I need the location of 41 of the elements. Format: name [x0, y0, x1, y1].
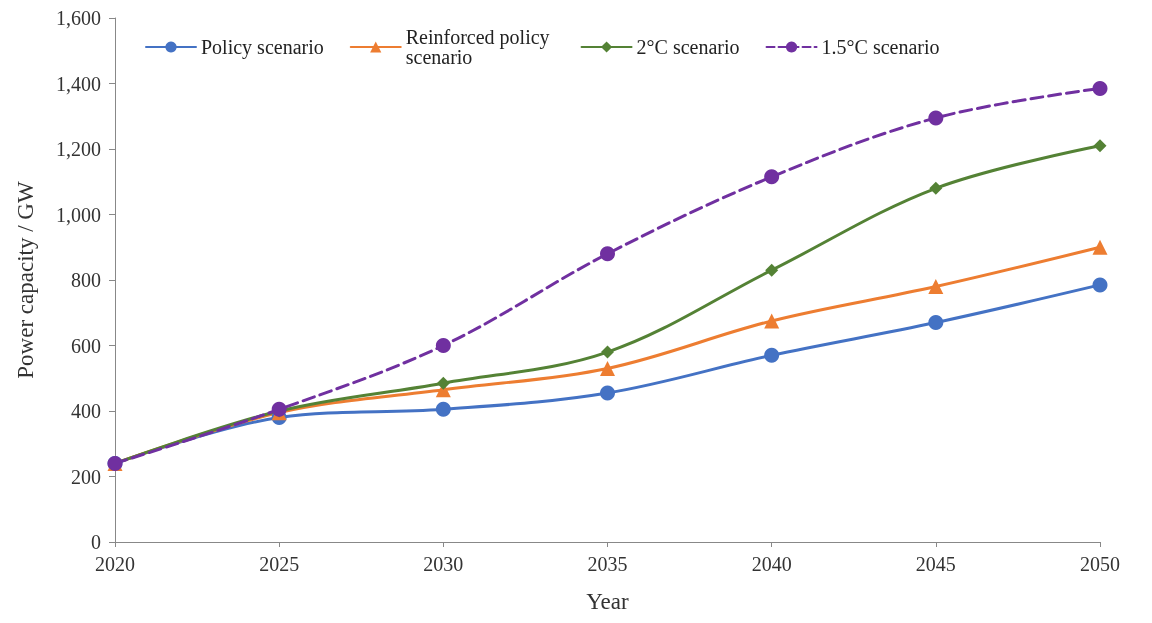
- y-tick-label: 200: [71, 465, 101, 488]
- x-tick-label: 2050: [1080, 553, 1120, 575]
- point: [928, 315, 944, 331]
- point: [765, 263, 779, 277]
- x-tick-label: 2045: [915, 553, 956, 575]
- point: [764, 347, 780, 363]
- y-axis-title: Power capacity / GW: [13, 181, 38, 379]
- y-tick-label: 800: [71, 269, 101, 291]
- point: [600, 246, 615, 262]
- legend-label: 1.5°C scenario: [821, 36, 940, 58]
- legend-label: 2°C scenario: [636, 36, 740, 58]
- x-tick-label: 2020: [95, 553, 135, 575]
- x-tick-label: 2025: [259, 553, 300, 575]
- point: [928, 279, 944, 295]
- x-axis-title: Year: [586, 589, 630, 614]
- point: [764, 169, 780, 185]
- y-tick-label: 1,600: [56, 7, 101, 29]
- point: [764, 313, 780, 329]
- y-tick-label: 400: [71, 400, 101, 422]
- y-tick-label: 1,400: [56, 72, 101, 95]
- point: [435, 401, 451, 417]
- point: [436, 376, 450, 390]
- point: [1093, 139, 1107, 153]
- point: [929, 181, 943, 195]
- point: [1092, 80, 1108, 96]
- x-tick-label: 2030: [423, 553, 464, 575]
- point: [1092, 239, 1108, 255]
- y-tick-label: 1,200: [56, 138, 101, 160]
- point: [601, 345, 614, 359]
- point: [600, 385, 615, 401]
- x-tick-label: 2035: [587, 553, 628, 575]
- point: [928, 110, 944, 126]
- point: [600, 360, 615, 376]
- legend-label: Reinforced policy scenario: [405, 26, 555, 68]
- point: [435, 338, 451, 353]
- y-tick-label: 1,000: [56, 203, 101, 226]
- point: [1092, 277, 1108, 293]
- y-tick-label: 600: [71, 334, 101, 357]
- x-tick-label: 2040: [751, 553, 792, 575]
- legend-label: Policy scenario: [201, 36, 324, 59]
- y-tick-label: 0: [91, 531, 101, 553]
